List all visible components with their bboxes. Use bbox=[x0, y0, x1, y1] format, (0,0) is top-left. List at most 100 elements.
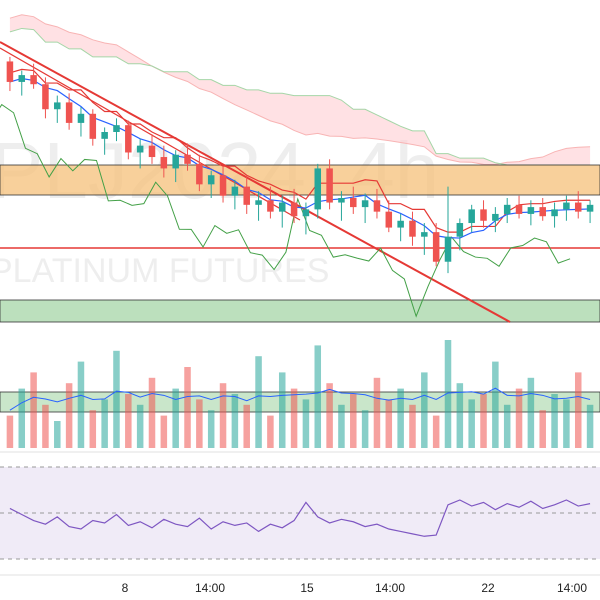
candle-body bbox=[172, 154, 179, 169]
trendline-primary bbox=[0, 41, 511, 323]
volume-bar bbox=[468, 399, 475, 448]
candle-body bbox=[255, 200, 262, 205]
candle-body bbox=[113, 125, 120, 132]
candle-body bbox=[539, 207, 546, 217]
candle-body bbox=[480, 209, 487, 221]
candle-body bbox=[492, 213, 499, 221]
candle-body bbox=[586, 204, 594, 212]
candle-body bbox=[278, 202, 286, 212]
candle-body bbox=[77, 113, 85, 123]
candle-body bbox=[456, 223, 464, 237]
volume-bar bbox=[278, 372, 286, 448]
volume-bar bbox=[30, 372, 37, 448]
volume-bar bbox=[172, 388, 179, 448]
rsi-line bbox=[9, 499, 591, 537]
candle-body bbox=[65, 102, 73, 123]
candle-body bbox=[551, 209, 558, 217]
volume-bar bbox=[113, 350, 120, 448]
volume-bar bbox=[539, 410, 546, 448]
volume-bar bbox=[563, 399, 570, 448]
volume-bar bbox=[243, 404, 250, 448]
x-tick-label: 14:00 bbox=[557, 581, 587, 595]
volume-bar bbox=[338, 404, 345, 448]
candle-body bbox=[302, 209, 310, 217]
volume-bar bbox=[385, 399, 393, 448]
candle-body bbox=[125, 125, 132, 153]
candle-body bbox=[350, 198, 357, 208]
candle-body bbox=[468, 209, 475, 224]
subtitle-watermark: PLATINUM FUTURES bbox=[0, 252, 329, 290]
volume-bar bbox=[586, 404, 594, 448]
candle-body bbox=[207, 175, 215, 185]
volume-bar bbox=[231, 394, 239, 448]
cloud-span-a bbox=[9, 14, 591, 166]
volume-bar bbox=[267, 415, 274, 448]
resistance-zone bbox=[0, 164, 600, 196]
candle-body bbox=[515, 204, 523, 214]
conversion-line bbox=[9, 68, 591, 233]
candle-body bbox=[290, 202, 298, 217]
volume-bar bbox=[503, 404, 511, 448]
volume-bar bbox=[42, 404, 49, 448]
candle-body bbox=[421, 232, 428, 237]
volume-bar bbox=[373, 377, 381, 448]
volume-bar bbox=[302, 399, 310, 448]
volume-moving-average bbox=[9, 387, 591, 411]
candle-body bbox=[196, 163, 203, 185]
volume-bar bbox=[125, 394, 132, 448]
volume-bar bbox=[77, 361, 85, 448]
volume-bar bbox=[527, 377, 535, 448]
candle-body bbox=[101, 132, 108, 139]
volume-bar bbox=[196, 399, 203, 448]
volume-bar bbox=[290, 388, 298, 448]
candle-body bbox=[267, 200, 274, 212]
volume-bar bbox=[397, 388, 404, 448]
volume-bar bbox=[148, 377, 156, 448]
candle-body bbox=[444, 236, 452, 262]
candle-body bbox=[184, 154, 191, 164]
candle-body bbox=[397, 220, 404, 228]
x-tick-label: 8 bbox=[122, 581, 129, 595]
volume-bar bbox=[444, 340, 452, 448]
candle-body bbox=[373, 200, 381, 212]
volume-bar bbox=[361, 410, 369, 448]
volume-bar bbox=[421, 372, 428, 448]
volume-bar bbox=[65, 383, 73, 448]
volume-bar bbox=[574, 372, 582, 448]
x-tick-label: 22 bbox=[481, 581, 495, 595]
trendline-secondary bbox=[0, 47, 301, 221]
candle-body bbox=[409, 220, 416, 237]
volume-bar bbox=[6, 415, 14, 448]
volume-bar bbox=[314, 345, 322, 448]
volume-bar bbox=[207, 410, 215, 448]
candle-body bbox=[503, 204, 511, 214]
x-tick-label: 14:00 bbox=[195, 581, 225, 595]
volume-bar bbox=[326, 383, 333, 448]
volume-bar bbox=[515, 388, 523, 448]
volume-bar bbox=[480, 394, 487, 448]
candle-body bbox=[54, 102, 61, 110]
candle-body bbox=[231, 186, 239, 196]
volume-bar bbox=[350, 394, 357, 448]
candle-body bbox=[385, 211, 393, 228]
candle-body bbox=[89, 113, 97, 139]
candle-body bbox=[42, 84, 49, 110]
candle-body bbox=[361, 200, 369, 208]
volume-bar bbox=[409, 404, 416, 448]
x-tick-label: 15 bbox=[300, 581, 314, 595]
candle-body bbox=[563, 202, 570, 210]
volume-bar bbox=[219, 383, 227, 448]
x-tick-label: 14:00 bbox=[375, 581, 405, 595]
volume-bar bbox=[136, 404, 144, 448]
candle-body bbox=[314, 168, 322, 210]
candle-body bbox=[338, 198, 345, 203]
volume-bar bbox=[551, 394, 558, 448]
lagging-span bbox=[0, 103, 571, 318]
candle-body bbox=[136, 145, 144, 153]
candle-body bbox=[243, 186, 250, 205]
candle-body bbox=[527, 207, 535, 214]
cloud-span-b bbox=[9, 27, 591, 166]
volume-bar bbox=[255, 356, 262, 448]
